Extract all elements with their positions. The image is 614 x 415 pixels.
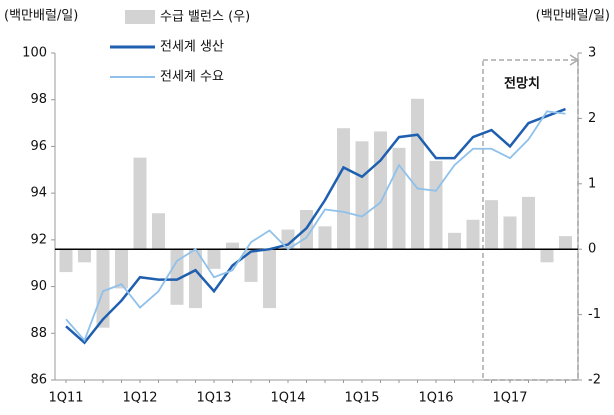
bar bbox=[503, 216, 517, 250]
bar bbox=[374, 131, 387, 250]
bar bbox=[540, 249, 554, 263]
y-tick-label: 90 bbox=[30, 279, 47, 294]
y-tick-label: 88 bbox=[30, 326, 47, 341]
x-tick-label: 1Q12 bbox=[122, 391, 157, 406]
y2-tick-label: -2 bbox=[588, 373, 601, 388]
bar bbox=[448, 232, 461, 250]
y2-tick-label: 2 bbox=[588, 111, 596, 126]
x-tick-label: 1Q13 bbox=[196, 391, 231, 406]
y-axis-label: (백만배럴/일) bbox=[4, 9, 78, 24]
y-tick-label: 94 bbox=[30, 186, 47, 201]
bar bbox=[189, 249, 202, 309]
bar bbox=[115, 249, 128, 289]
y-tick-label: 100 bbox=[22, 46, 47, 61]
bar bbox=[466, 219, 480, 250]
y2-axis-label: (백만배럴/일) bbox=[536, 9, 610, 24]
y-tick-label: 92 bbox=[30, 232, 47, 247]
legend-label: 수급 밸런스 (우) bbox=[160, 10, 250, 25]
bar bbox=[411, 98, 424, 250]
bar bbox=[485, 200, 498, 250]
y2-tick-label: 0 bbox=[588, 242, 596, 257]
line bbox=[65, 110, 566, 343]
bar bbox=[96, 249, 110, 328]
y2-tick-label: -1 bbox=[588, 307, 601, 322]
bar bbox=[78, 249, 91, 263]
bar bbox=[170, 249, 184, 305]
legend-swatch bbox=[125, 10, 155, 24]
bar bbox=[207, 249, 221, 269]
legend-label: 전세계 생산 bbox=[160, 40, 224, 55]
legend-label: 전세계 수요 bbox=[160, 70, 224, 85]
bar bbox=[318, 226, 332, 250]
bar bbox=[244, 249, 258, 282]
x-tick-label: 1Q16 bbox=[418, 391, 453, 406]
bar bbox=[355, 141, 369, 250]
line bbox=[65, 107, 566, 345]
bar bbox=[59, 249, 73, 273]
x-tick-label: 1Q11 bbox=[48, 391, 83, 406]
annotation: 전망치 bbox=[504, 76, 540, 92]
bar bbox=[559, 236, 572, 250]
bar bbox=[522, 196, 535, 250]
x-tick-label: 1Q14 bbox=[270, 391, 305, 406]
x-tick-label: 1Q17 bbox=[492, 391, 527, 406]
bar bbox=[152, 213, 165, 250]
x-tick-label: 1Q15 bbox=[344, 391, 379, 406]
y2-tick-label: 3 bbox=[588, 46, 596, 61]
y-tick-label: 96 bbox=[30, 139, 47, 154]
bar bbox=[337, 128, 350, 250]
bar bbox=[133, 157, 147, 250]
bar bbox=[263, 249, 276, 309]
y-tick-label: 86 bbox=[30, 373, 47, 388]
y2-tick-label: 1 bbox=[588, 176, 596, 191]
bar bbox=[392, 147, 406, 250]
y-tick-label: 98 bbox=[30, 92, 47, 107]
bar bbox=[226, 242, 239, 250]
bar bbox=[429, 160, 443, 250]
